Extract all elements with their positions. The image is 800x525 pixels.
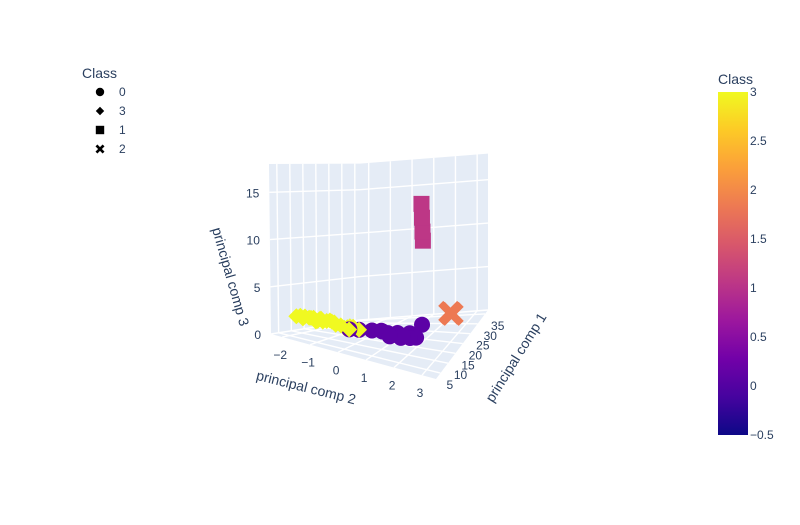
- x-tick-label: 10: [454, 368, 468, 382]
- grid-line-x-wall: [315, 163, 318, 327]
- marker-class-3: [326, 314, 343, 331]
- grid-line-z-back: [359, 309, 489, 321]
- x-tick-label: 30: [484, 329, 498, 343]
- colorbar-tick-label: 2.5: [750, 134, 767, 148]
- legend-title: Class: [82, 65, 117, 81]
- legend-item-2[interactable]: 2: [95, 142, 127, 156]
- colorbar-tick-label: 0.5: [750, 330, 767, 344]
- marker-class-0: [381, 328, 398, 345]
- legend-item-3[interactable]: 3: [95, 104, 126, 118]
- x-tick-label: 35: [491, 319, 505, 333]
- colorbar-tick-label: 1: [750, 281, 757, 295]
- x-tick-label: 5: [446, 378, 453, 392]
- colorbar-tick-label: 3: [750, 85, 757, 99]
- marker-class-1: [414, 223, 431, 240]
- legend-label: 0: [119, 85, 126, 99]
- z-tick-label: 15: [246, 186, 260, 200]
- legend: Class 0 3 1 2: [82, 65, 126, 156]
- y-tick-label: 3: [417, 386, 424, 400]
- marker-class-3: [288, 308, 305, 325]
- y-tick-label: 0: [333, 363, 340, 377]
- colorbar-tick-label: −0.5: [750, 428, 774, 442]
- y-tick-label: −1: [301, 356, 315, 370]
- grid-line-z-back: [359, 265, 489, 278]
- marker-class-3: [307, 313, 324, 330]
- y-tick-label: −2: [273, 348, 287, 362]
- left-wall: [269, 163, 360, 334]
- y-tick-label: 2: [389, 379, 396, 393]
- colorbar: Class 3 2.5 2 1.5 1 0.5 0 −0.5: [718, 71, 774, 442]
- legend-label: 1: [119, 123, 126, 137]
- grid-line-x-floor: [342, 322, 478, 325]
- legend-symbol-square: [95, 125, 105, 135]
- marker-class-1: [413, 209, 430, 226]
- grid-line-x-floor: [291, 330, 449, 364]
- x-tick-label: 15: [461, 358, 475, 372]
- colorbar-tick-label: 1.5: [750, 232, 767, 246]
- x-tick-label: 20: [469, 349, 483, 363]
- colorbar-gradient: [718, 92, 748, 435]
- y-axis-title: principal comp 2: [255, 367, 358, 407]
- y-tick-label: 1: [361, 371, 368, 385]
- grid-line-x-wall: [328, 163, 331, 325]
- legend-symbol-x: [95, 144, 105, 154]
- grid-line-x-floor: [303, 328, 456, 355]
- data-markers: [288, 195, 464, 346]
- legend-symbol-circle: [95, 87, 105, 97]
- legend-symbol-diamond: [95, 106, 105, 116]
- z-tick-label: 5: [254, 281, 261, 295]
- legend-item-0[interactable]: 0: [95, 85, 126, 99]
- grid-line-z-left: [269, 232, 361, 241]
- colorbar-tick-label: 0: [750, 379, 757, 393]
- marker-class-2: [439, 301, 464, 326]
- marker-class-1: [413, 195, 430, 212]
- legend-label: 2: [119, 142, 126, 156]
- marker-class-3: [341, 321, 358, 338]
- z-tick-label: 10: [247, 234, 261, 248]
- marker-class-0: [414, 316, 431, 333]
- legend-item-1[interactable]: 1: [95, 123, 126, 137]
- grid-line-y-floor: [421, 310, 478, 376]
- grid-line-z-left: [270, 275, 361, 288]
- marker-class-0: [394, 328, 411, 345]
- grid-line-x-floor: [278, 332, 441, 374]
- colorbar-tick-label: 2: [750, 183, 757, 197]
- z-tick-label: 0: [254, 328, 261, 342]
- grid-line-z-back: [359, 178, 489, 191]
- grid-line-z-left: [269, 188, 361, 194]
- legend-label: 3: [119, 104, 126, 118]
- x-tick-label: 25: [476, 339, 490, 353]
- colorbar-title: Class: [718, 71, 753, 87]
